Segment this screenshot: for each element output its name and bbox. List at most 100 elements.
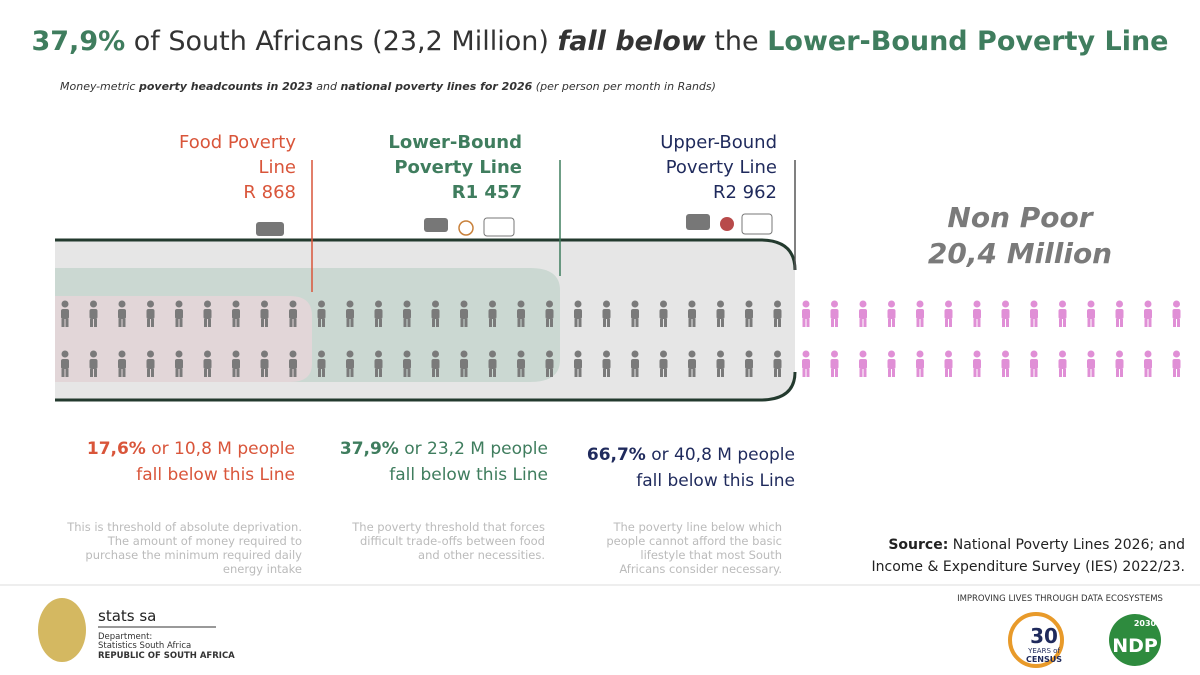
tagline: IMPROVING LIVES THROUGH DATA ECOSYSTEMS <box>957 594 1163 604</box>
person-part <box>1087 300 1095 308</box>
person-part <box>603 300 610 308</box>
person-part <box>346 319 350 327</box>
person-part <box>464 369 468 377</box>
person-part <box>831 350 838 358</box>
person-part <box>146 359 155 369</box>
person-part <box>574 350 582 358</box>
non-poor-label: Non Poor <box>947 201 1093 234</box>
person-icon <box>1115 300 1124 327</box>
person-icon <box>659 350 668 377</box>
person-part <box>489 319 492 327</box>
person-part <box>322 319 325 327</box>
person-part <box>664 369 667 377</box>
title-part: of South Africans (23,2 Million) <box>125 26 558 57</box>
person-part <box>688 319 692 327</box>
person-part <box>403 309 411 319</box>
person-part <box>403 350 411 358</box>
person-icon <box>61 300 69 327</box>
line-label: Food Poverty Line R 868 <box>179 130 296 205</box>
person-icon <box>574 300 582 327</box>
person-part <box>521 319 525 327</box>
person-part <box>147 319 150 327</box>
person-part <box>460 350 468 358</box>
title-part: fall below <box>557 26 706 57</box>
person-icon <box>1087 350 1095 377</box>
line-label: Lower-Bound Poverty Line R1 457 <box>388 130 522 205</box>
person-part <box>774 369 777 377</box>
person-part <box>403 359 411 369</box>
icons <box>256 213 773 237</box>
person-part <box>122 369 126 377</box>
person-part <box>887 359 896 369</box>
person-icon <box>688 300 696 327</box>
person-part <box>859 300 867 308</box>
person-icon <box>631 300 639 327</box>
source-text: National Poverty Lines 2026; and Income … <box>871 537 1185 575</box>
person-part <box>179 369 183 377</box>
person-part <box>1173 300 1180 308</box>
person-part <box>1148 319 1152 327</box>
person-part <box>546 369 549 377</box>
person-part <box>375 319 378 327</box>
person-part <box>973 300 981 308</box>
person-part <box>90 350 97 358</box>
person-part <box>517 369 521 377</box>
person-part <box>1006 369 1009 377</box>
person-part <box>945 369 948 377</box>
person-part <box>432 350 439 358</box>
person-part <box>322 369 325 377</box>
person-icon <box>175 300 183 327</box>
person-part <box>888 350 895 358</box>
person-part <box>350 369 354 377</box>
person-icon <box>488 350 497 377</box>
person-part <box>293 319 297 327</box>
person-part <box>1030 309 1038 319</box>
non-poor-count: 20,4 Million <box>927 237 1113 270</box>
person-part <box>863 319 867 327</box>
person-icon <box>802 350 810 377</box>
person-part <box>659 309 668 319</box>
person-part <box>436 319 439 327</box>
question-icon <box>458 220 474 236</box>
person-part <box>1087 359 1095 369</box>
person-icon <box>631 350 639 377</box>
person-part <box>916 319 920 327</box>
person-icon <box>61 350 69 377</box>
title: 37,9% of South Africans (23,2 Million) f… <box>0 26 1200 57</box>
person-part <box>61 300 69 308</box>
person-part <box>118 300 126 308</box>
person-part <box>265 369 268 377</box>
person-part <box>61 319 65 327</box>
person-icon <box>602 300 611 327</box>
person-part <box>1116 300 1123 308</box>
person-part <box>1002 369 1005 377</box>
person-part <box>717 369 720 377</box>
person-part <box>289 309 297 319</box>
person-part <box>1030 359 1038 369</box>
food-basket-icon <box>424 218 448 232</box>
person-icon <box>317 300 326 327</box>
ndp-text: NDP <box>1112 635 1158 657</box>
share: 17,6% <box>86 439 146 459</box>
line-label: Upper-Bound Poverty Line R2 962 <box>660 130 777 205</box>
person-part <box>1059 319 1062 327</box>
person-part <box>1059 300 1066 308</box>
person-part <box>574 369 578 377</box>
person-part <box>261 319 264 327</box>
person-part <box>688 350 696 358</box>
person-part <box>692 369 696 377</box>
person-part <box>717 300 724 308</box>
line-name: Lower-Bound <box>388 132 522 153</box>
person-part <box>403 319 407 327</box>
person-part <box>916 350 924 358</box>
person-part <box>375 300 382 308</box>
line-amount: R1 457 <box>451 182 522 203</box>
person-icon <box>289 350 297 377</box>
person-icon <box>89 300 98 327</box>
person-icon <box>431 300 440 327</box>
person-part <box>745 319 749 327</box>
person-part <box>1144 350 1152 358</box>
person-part <box>1172 309 1181 319</box>
person-part <box>631 300 639 308</box>
